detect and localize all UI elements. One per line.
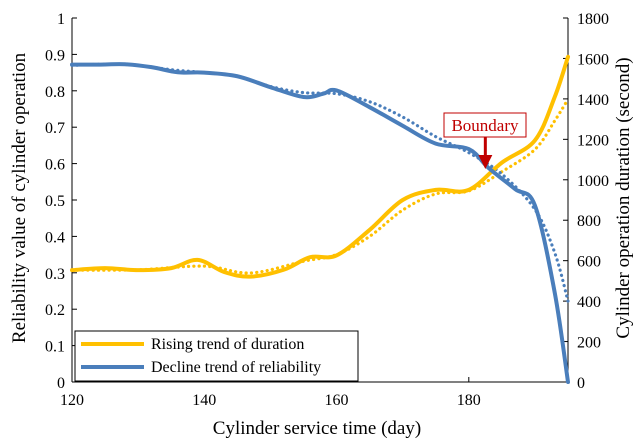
dotted-duration-line — [70, 97, 570, 275]
left-tick-label: 0.8 — [45, 84, 65, 101]
solid-reliability-line — [70, 62, 570, 384]
left-tick-label: 0.2 — [45, 302, 65, 319]
right-tick-label: 1000 — [577, 173, 609, 190]
right-axis-ticks: 0 200 400 600 800 1000 1200 1400 1600 1800 — [563, 11, 609, 392]
right-tick-label: 1200 — [577, 132, 609, 149]
right-tick-label: 800 — [577, 213, 601, 230]
y2-axis-label: Cylinder operation duration (second) — [613, 57, 634, 338]
series-layer — [70, 54, 570, 384]
right-tick-label: 1400 — [577, 92, 609, 109]
y-axis-label: Reliability value of cylinder operation — [9, 52, 30, 343]
left-tick-label: 0.7 — [45, 120, 65, 137]
left-axis-ticks: 0 0.1 0.2 0.3 0.4 0.5 0.6 0.7 0.8 0.9 1 — [45, 11, 77, 392]
left-tick-label: 1 — [57, 11, 65, 28]
bottom-tick-label: 140 — [192, 392, 216, 409]
right-tick-label: 400 — [577, 294, 601, 311]
left-tick-label: 0.4 — [45, 229, 65, 246]
boundary-arrow-head — [478, 155, 493, 170]
legend-box — [74, 330, 359, 382]
plot-frame — [71, 18, 569, 383]
right-tick-label: 1600 — [577, 51, 609, 68]
x-axis-label: Cylinder service time (day) — [213, 418, 421, 439]
boundary-label: Boundary — [451, 116, 519, 135]
left-tick-label: 0.6 — [45, 157, 65, 174]
legend-label: Decline trend of reliability — [151, 359, 321, 376]
solid-duration-line — [70, 54, 570, 279]
right-tick-label: 600 — [577, 254, 601, 271]
legend-label: Rising trend of duration — [151, 336, 304, 353]
bottom-tick-label: 160 — [325, 392, 349, 409]
annotation-layer: Boundary — [443, 112, 527, 170]
bottom-tick-label: 120 — [60, 392, 84, 409]
right-tick-label: 200 — [577, 335, 601, 352]
bottom-axis-ticks: 120 140 160 180 — [60, 377, 481, 409]
right-tick-label: 1800 — [577, 11, 609, 28]
left-tick-label: 0.1 — [45, 339, 65, 356]
legend: Rising trend of duration Decline trend of… — [74, 330, 359, 382]
left-tick-label: 0.5 — [45, 193, 65, 210]
left-tick-label: 0.3 — [45, 266, 65, 283]
left-tick-label: 0.9 — [45, 47, 65, 64]
left-tick-label: 0 — [57, 375, 65, 392]
right-tick-label: 0 — [577, 375, 585, 392]
bottom-tick-label: 180 — [457, 392, 481, 409]
dotted-reliability-line — [70, 62, 570, 303]
